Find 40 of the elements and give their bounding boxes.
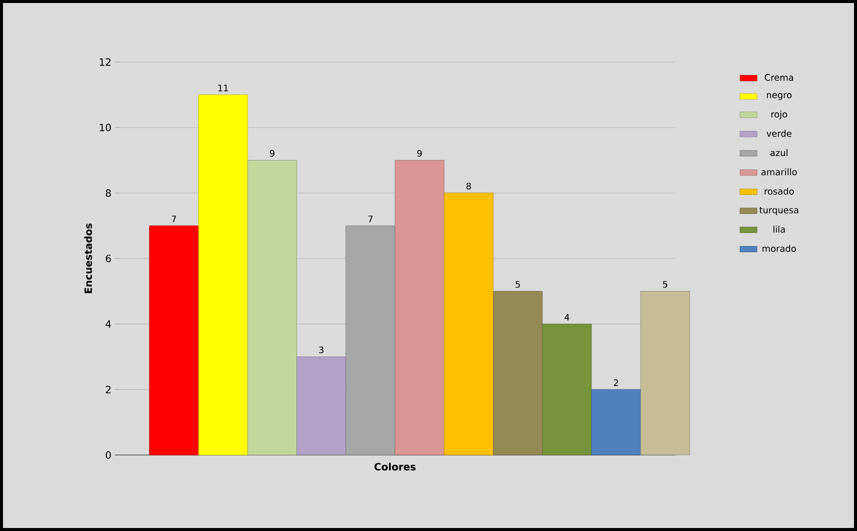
legend-label: lila bbox=[773, 226, 785, 233]
legend-label: rosado bbox=[764, 188, 794, 195]
bar bbox=[149, 226, 199, 456]
data-label: 9 bbox=[270, 150, 274, 157]
bar bbox=[542, 324, 592, 456]
legend-label: azul bbox=[770, 149, 788, 156]
bar bbox=[296, 356, 346, 456]
legend-label: morado bbox=[762, 244, 796, 252]
bar bbox=[247, 160, 297, 456]
data-label: 9 bbox=[417, 150, 422, 157]
data-label: 3 bbox=[319, 346, 324, 354]
data-label: 5 bbox=[516, 281, 520, 288]
data-label: 7 bbox=[368, 216, 373, 222]
legend-label: amarillo bbox=[761, 168, 797, 176]
data-label: 7 bbox=[172, 216, 176, 222]
legend-label: turquesa bbox=[759, 206, 798, 216]
y-tick-label: 10 bbox=[100, 124, 111, 132]
legend-label: verde bbox=[766, 130, 792, 137]
data-label: 8 bbox=[466, 182, 471, 190]
bar bbox=[493, 291, 543, 456]
bar bbox=[640, 291, 690, 456]
y-axis-title: Encuestados bbox=[84, 223, 92, 294]
y-tick-label: 4 bbox=[106, 320, 111, 328]
y-tick-label: 2 bbox=[106, 386, 110, 394]
data-label: 11 bbox=[218, 84, 228, 92]
bar bbox=[394, 160, 444, 456]
data-label: 4 bbox=[564, 314, 570, 320]
data-label: 2 bbox=[614, 379, 618, 386]
legend-label: rojo bbox=[771, 110, 788, 120]
x-axis-title: Colores bbox=[374, 462, 416, 470]
y-tick-label: 12 bbox=[100, 58, 110, 66]
y-tick-label: 8 bbox=[106, 189, 111, 197]
y-tick-label: 0 bbox=[106, 451, 111, 459]
bar bbox=[198, 94, 248, 456]
legend-label: negro bbox=[766, 93, 792, 100]
data-label: 5 bbox=[663, 281, 668, 288]
y-tick-label: 6 bbox=[106, 254, 111, 262]
bar bbox=[444, 192, 494, 456]
bar bbox=[591, 389, 641, 456]
legend-label: Crema bbox=[764, 74, 794, 81]
